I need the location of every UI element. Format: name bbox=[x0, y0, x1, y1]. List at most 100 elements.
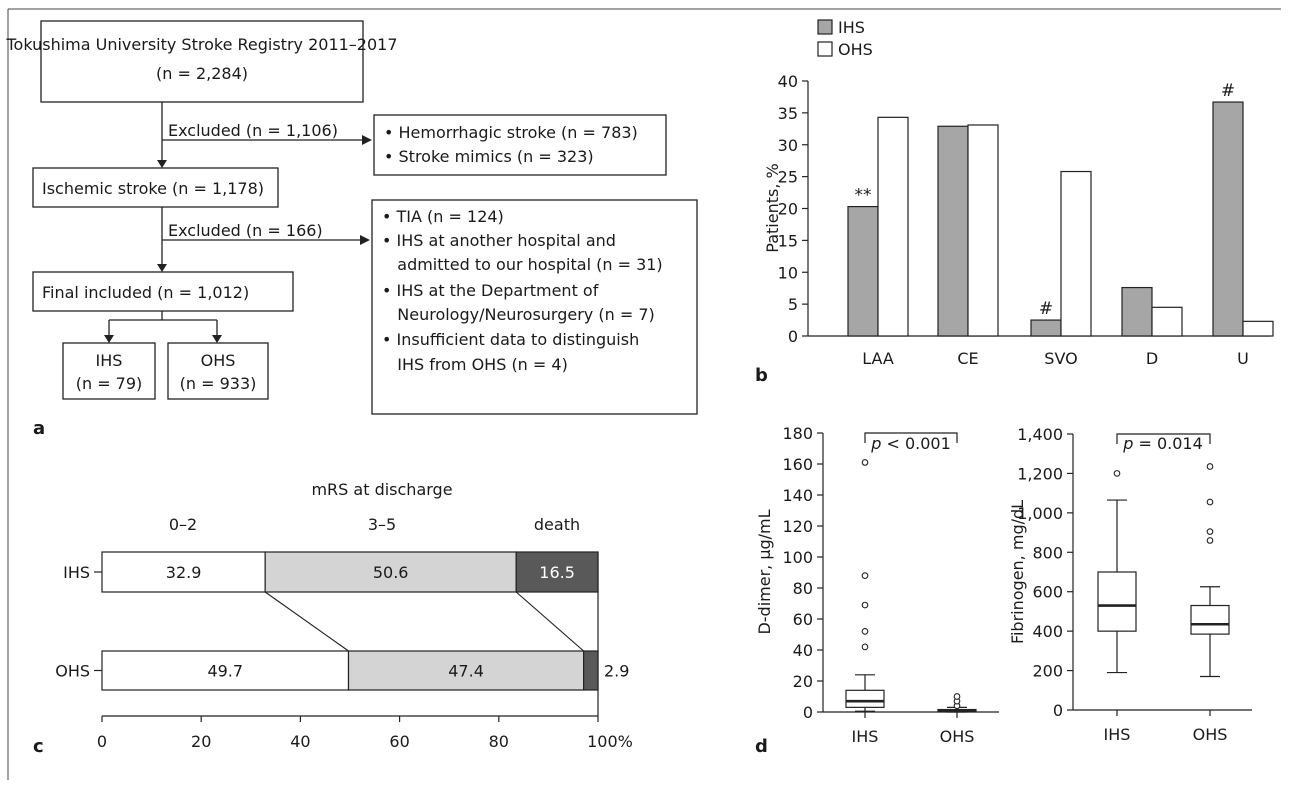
exclusion2-box bbox=[371, 199, 698, 415]
x-tick-label: 60 bbox=[389, 732, 409, 751]
ohs-group-count: (n = 933) bbox=[180, 374, 257, 393]
panel-label-c: c bbox=[33, 736, 44, 757]
iqr-box bbox=[845, 689, 885, 708]
significance-marker: # bbox=[1039, 299, 1053, 319]
significance-bracket bbox=[1116, 433, 1211, 444]
exclusion2-item: • TIA (n = 124) bbox=[382, 207, 504, 226]
segment-header: 0–2 bbox=[169, 515, 197, 534]
significance-bracket bbox=[864, 432, 958, 443]
bar-ihs bbox=[1212, 101, 1244, 337]
y-tick-label: 15 bbox=[778, 231, 798, 250]
segment-value-label: 16.5 bbox=[539, 563, 575, 582]
segment-good bbox=[101, 551, 266, 593]
bar-ihs bbox=[847, 205, 879, 337]
mrs-stacked-bar-chart: 0 20 40 60 80 100% mRS at discharge 0–2 3–5 death… bbox=[55, 480, 633, 751]
final-label: Final included (n = 1,012) bbox=[42, 283, 249, 302]
ddimer-box-plot: 0 20 40 60 80 100 120 140 160 180 D-dimer, µg/mL IH… bbox=[755, 424, 999, 746]
segment-value-label: 32.9 bbox=[166, 563, 202, 582]
iqr-box bbox=[1190, 604, 1230, 635]
x-tick-label: SVO bbox=[1044, 349, 1077, 368]
flowchart-text: Tokushima University Stroke Registry 201… bbox=[5, 35, 662, 393]
panel-label-d: d bbox=[755, 736, 768, 757]
outlier-point bbox=[861, 459, 869, 466]
exclusion1-box bbox=[373, 114, 667, 176]
y-tick-label: 1,200 bbox=[1017, 464, 1063, 483]
y-tick-label: 40 bbox=[778, 72, 798, 91]
outlier-point bbox=[861, 572, 869, 579]
registry-count: (n = 2,284) bbox=[156, 64, 248, 83]
outlier-point bbox=[861, 601, 869, 609]
exclusion2-item: • IHS at the Department of bbox=[382, 281, 599, 300]
ohs-group-label: OHS bbox=[201, 351, 236, 370]
flow-connectors bbox=[108, 102, 362, 335]
exclusion1-item: • Hemorrhagic stroke (n = 783) bbox=[384, 123, 638, 142]
y-tick-label: 20 bbox=[793, 672, 813, 691]
p-value-label: p = 0.014 bbox=[1122, 434, 1203, 453]
outlier-point bbox=[1206, 498, 1214, 506]
y-tick-label: 1,000 bbox=[1017, 504, 1063, 523]
segment-value-label: 50.6 bbox=[373, 563, 409, 582]
y-tick-label: 0 bbox=[803, 703, 813, 722]
outlier-point bbox=[1206, 463, 1214, 470]
outlier-point bbox=[953, 693, 961, 700]
panel-label-a: a bbox=[33, 418, 45, 439]
legend-swatch-ohs bbox=[817, 41, 833, 57]
exclusion1-item: • Stroke mimics (n = 323) bbox=[384, 147, 594, 166]
bar-ohs bbox=[877, 116, 909, 337]
y-tick-label: 140 bbox=[782, 486, 813, 505]
outlier-point bbox=[1206, 537, 1214, 544]
flowchart-panel bbox=[32, 20, 698, 415]
p-value-label: p < 0.001 bbox=[870, 434, 951, 453]
outlier-point bbox=[1206, 528, 1214, 535]
x-tick-label: 20 bbox=[191, 732, 211, 751]
bar-ihs bbox=[1121, 286, 1153, 337]
ischemic-box bbox=[32, 167, 279, 208]
panel-labels: a b c d bbox=[33, 365, 768, 757]
y-tick-label: 600 bbox=[1032, 583, 1063, 602]
x-tick-label: IHS bbox=[1104, 725, 1131, 744]
y-tick-label: 5 bbox=[788, 295, 798, 314]
x-tick-label: 40 bbox=[290, 732, 310, 751]
legend-label-ihs: IHS bbox=[838, 18, 865, 37]
registry-box bbox=[40, 20, 364, 103]
fibrinogen-box-plot: 0 200 400 600 800 1,000 1,200 1,400 Fibrinogen, … bbox=[1008, 425, 1252, 744]
bar-ihs bbox=[1030, 319, 1062, 337]
bar-ohs bbox=[967, 124, 999, 337]
y-tick-label: 200 bbox=[1032, 662, 1063, 681]
x-tick-label: OHS bbox=[1193, 725, 1228, 744]
bar-ohs bbox=[1151, 306, 1183, 337]
outlier-point bbox=[861, 643, 869, 651]
legend-swatch-ihs bbox=[817, 19, 833, 35]
segment-value-label: 2.9 bbox=[604, 662, 629, 681]
excluded2-label: Excluded (n = 166) bbox=[168, 221, 323, 240]
segment-death bbox=[583, 650, 599, 691]
registry-title: Tokushima University Stroke Registry 201… bbox=[5, 35, 397, 54]
y-axis-label: D-dimer, µg/mL bbox=[755, 509, 774, 634]
y-tick-label: 40 bbox=[793, 641, 813, 660]
y-tick-label: 0 bbox=[788, 327, 798, 346]
y-tick-label: 20 bbox=[778, 200, 798, 219]
frame bbox=[7, 8, 1281, 780]
bar-ohs bbox=[1242, 320, 1274, 337]
chart-title: mRS at discharge bbox=[311, 480, 452, 499]
x-tick-label: OHS bbox=[940, 727, 975, 746]
boundary-connector bbox=[264, 591, 349, 652]
segment-header: 3–5 bbox=[368, 515, 396, 534]
row-label: IHS bbox=[63, 563, 90, 582]
segment-moderate bbox=[264, 551, 517, 593]
y-tick-label: 180 bbox=[782, 424, 813, 443]
bar-ohs bbox=[1060, 170, 1092, 337]
x-tick-label: D bbox=[1146, 349, 1158, 368]
segment-good bbox=[101, 650, 350, 691]
segment-value-label: 49.7 bbox=[207, 662, 243, 681]
x-tick-label: 0 bbox=[97, 732, 107, 751]
exclusion2-item: IHS from OHS (n = 4) bbox=[382, 355, 568, 374]
x-tick-label: 80 bbox=[489, 732, 509, 751]
segment-moderate bbox=[347, 650, 585, 691]
y-tick-label: 800 bbox=[1032, 543, 1063, 562]
y-tick-label: 100 bbox=[782, 548, 813, 567]
exclusion2-item: • Insufficient data to distinguish bbox=[382, 330, 639, 349]
x-tick-label: U bbox=[1237, 349, 1249, 368]
y-tick-label: 30 bbox=[778, 136, 798, 155]
